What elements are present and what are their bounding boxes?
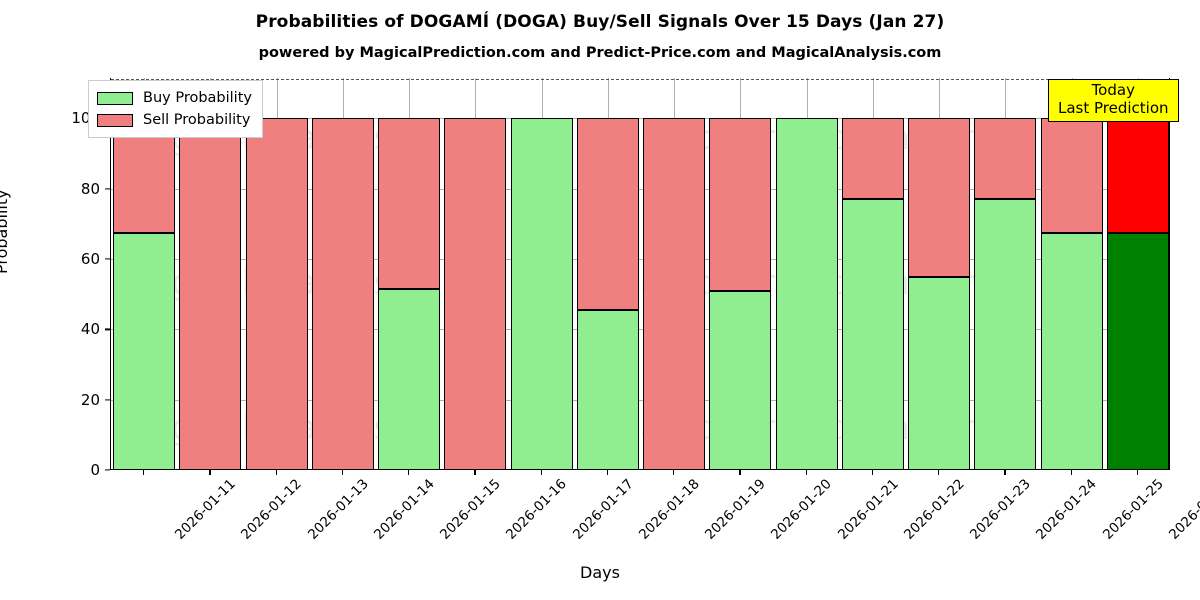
x-tick-mark (143, 470, 145, 475)
bar-segment-sell (245, 118, 308, 469)
x-tick-label: 2026-01-22 (900, 476, 968, 543)
top-dashed-line (111, 79, 1169, 81)
x-tick-label: 2026-01-26 (1165, 476, 1200, 543)
x-tick-mark (1004, 470, 1006, 475)
bar-segment-buy (1106, 232, 1169, 469)
bar-segment-sell (311, 118, 374, 469)
x-tick-mark (871, 470, 874, 475)
x-tick-label: 2026-01-14 (370, 476, 438, 543)
x-tick-label: 2026-01-18 (635, 476, 703, 543)
x-tick-label: 2026-01-13 (304, 476, 372, 543)
today-annotation: Today Last Prediction (1048, 79, 1179, 123)
bar-segment-buy (775, 118, 838, 469)
legend-item-sell: Sell Probability (97, 109, 252, 131)
x-tick-label: 2026-01-24 (1033, 476, 1101, 543)
x-tick-label: 2026-01-23 (967, 476, 1034, 543)
bar-segment-buy (576, 310, 639, 469)
x-tick-label: 2026-01-19 (702, 476, 769, 543)
x-tick-label: 2026-01-25 (1099, 476, 1167, 543)
bar-segment-buy (908, 276, 971, 469)
bar-segment-sell (908, 118, 971, 277)
legend-swatch-sell-icon (97, 113, 133, 127)
x-tick-mark (341, 470, 344, 475)
x-tick-label: 2026-01-20 (768, 476, 836, 543)
x-tick-mark (805, 470, 807, 475)
y-tick-mark (105, 469, 110, 471)
bar-segment-sell (179, 118, 242, 469)
x-tick-mark (540, 470, 542, 475)
x-tick-mark (606, 470, 609, 475)
bar-segment-buy (510, 118, 573, 469)
y-tick-label: 20 (80, 390, 100, 409)
today-label-line2: Last Prediction (1058, 98, 1169, 117)
x-tick-mark (938, 470, 940, 475)
plot-canvas: MagicalAnalysis.comMagicalPrediction.com… (111, 78, 1169, 469)
today-label-line1: Today (1091, 81, 1135, 99)
bar-segment-sell (1040, 118, 1103, 233)
x-tick-mark (1136, 470, 1139, 475)
bar-segment-sell (576, 118, 639, 311)
bar-segment-sell (841, 118, 904, 200)
x-tick-mark (739, 470, 741, 475)
x-tick-mark (1070, 470, 1072, 475)
x-tick-label: 2026-01-15 (437, 476, 504, 543)
bar-segment-sell (974, 118, 1037, 200)
gridline-horizontal (111, 188, 1169, 190)
bar-segment-sell (643, 118, 706, 469)
bar-segment-buy (709, 290, 772, 469)
y-tick-label: 80 (80, 179, 100, 198)
bar-segment-buy (113, 232, 176, 469)
x-tick-label: 2026-01-16 (503, 476, 571, 543)
y-tick-label: 60 (80, 250, 100, 269)
x-tick-mark (474, 470, 476, 475)
bar-segment-buy (841, 199, 904, 469)
x-tick-label: 2026-01-17 (569, 476, 637, 543)
x-tick-mark (673, 470, 675, 475)
bar-segment-buy (1040, 232, 1103, 469)
x-axis-label: Days (580, 563, 620, 582)
x-tick-label: 2026-01-12 (238, 476, 306, 543)
y-tick-mark (105, 258, 110, 260)
chart-legend: Buy Probability Sell Probability (88, 80, 263, 138)
bar-segment-buy (974, 199, 1037, 469)
legend-label-buy: Buy Probability (143, 90, 252, 106)
gridline-horizontal (111, 399, 1169, 401)
x-tick-mark (275, 470, 277, 475)
bar-segment-sell (709, 118, 772, 291)
bar-segment-sell (444, 118, 507, 469)
gridline-horizontal (111, 118, 1169, 120)
chart-subtitle: powered by MagicalPrediction.com and Pre… (258, 45, 942, 61)
gridline-horizontal (111, 329, 1169, 331)
plot-area: MagicalAnalysis.comMagicalPrediction.com… (110, 78, 1170, 470)
y-tick-mark (105, 399, 110, 401)
bar-segment-sell (378, 118, 441, 289)
legend-label-sell: Sell Probability (143, 112, 251, 128)
y-tick-mark (105, 188, 110, 190)
page-title: Probabilities of DOGAMÍ (DOGA) Buy/Sell … (255, 12, 945, 32)
legend-swatch-buy-icon (97, 91, 133, 105)
y-axis-label: Probability (0, 189, 11, 274)
y-tick-mark (105, 328, 110, 330)
bar-segment-buy (378, 288, 441, 469)
y-tick-label: 40 (80, 320, 100, 339)
x-tick-label: 2026-01-11 (172, 476, 239, 543)
y-tick-label: 0 (90, 461, 100, 479)
x-tick-mark (408, 470, 410, 475)
gridline-horizontal (111, 259, 1169, 261)
legend-item-buy: Buy Probability (97, 87, 252, 109)
bar-segment-sell (1106, 118, 1169, 233)
x-tick-label: 2026-01-21 (834, 476, 902, 543)
x-tick-mark (209, 470, 211, 475)
